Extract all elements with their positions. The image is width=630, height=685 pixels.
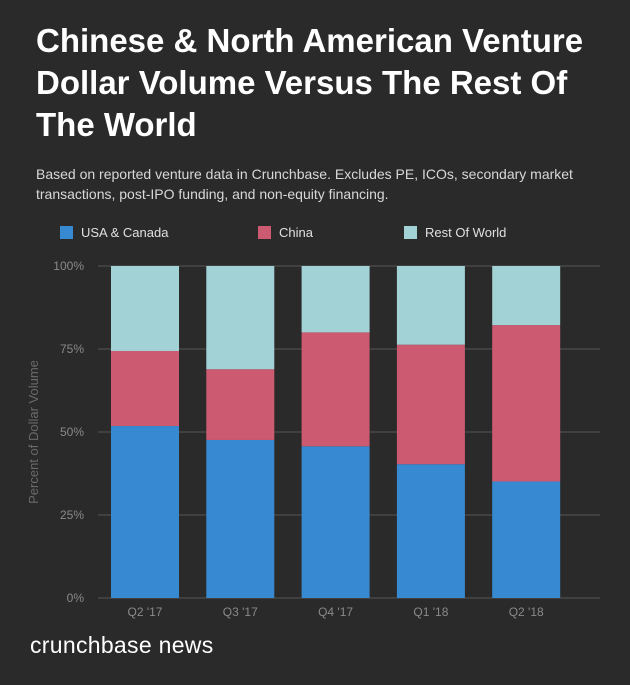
legend-swatch — [60, 226, 73, 239]
legend: USA & Canada China Rest Of World — [60, 225, 620, 243]
y-tick-label: 25% — [60, 508, 84, 522]
legend-item-usa-canada: USA & Canada — [60, 225, 168, 240]
crunchbase-news-logo: crunchbase news — [30, 632, 214, 658]
legend-item-china: China — [258, 225, 313, 240]
legend-swatch — [258, 226, 271, 239]
bar-segment-rest-of-world — [492, 266, 561, 326]
x-tick-label: Q4 '17 — [318, 605, 353, 619]
bar-segment-china — [206, 369, 275, 440]
x-tick-label: Q3 '17 — [223, 605, 258, 619]
bar-segment-china — [492, 325, 561, 482]
subtitle: Based on reported venture data in Crunch… — [36, 166, 573, 202]
bar-segment-china — [396, 344, 465, 465]
y-tick-label: 75% — [60, 342, 84, 356]
y-tick-label: 0% — [67, 591, 85, 605]
bar-segment-china — [111, 350, 179, 427]
bar-segment-rest-of-world — [206, 266, 275, 370]
bar-segment-rest-of-world — [396, 266, 465, 345]
y-tick-label: 100% — [53, 259, 84, 273]
x-tick-label: Q2 '18 — [509, 605, 544, 619]
bar-segment-rest-of-world — [301, 266, 370, 333]
bar-segment-usa-canada — [301, 446, 370, 598]
bar-segment-usa-canada — [111, 426, 179, 598]
bar-segment-rest-of-world — [111, 266, 179, 351]
legend-label: USA & Canada — [81, 225, 169, 240]
legend-label: China — [279, 225, 313, 240]
bar-segment-usa-canada — [206, 439, 275, 598]
x-tick-label: Q2 '17 — [128, 605, 163, 619]
legend-item-rest-of-world: Rest Of World — [404, 225, 506, 240]
y-tick-label: 50% — [60, 425, 84, 439]
legend-label: Rest Of World — [425, 225, 507, 240]
legend-swatch — [404, 226, 417, 239]
bar-segment-usa-canada — [492, 481, 561, 598]
bar-segment-usa-canada — [396, 464, 465, 598]
y-axis-label: Percent of Dollar Volume — [26, 360, 41, 504]
page-title: Chinese & North American Venture Dollar … — [36, 22, 584, 143]
x-tick-label: Q1 '18 — [413, 605, 448, 619]
bar-segment-china — [301, 332, 370, 447]
